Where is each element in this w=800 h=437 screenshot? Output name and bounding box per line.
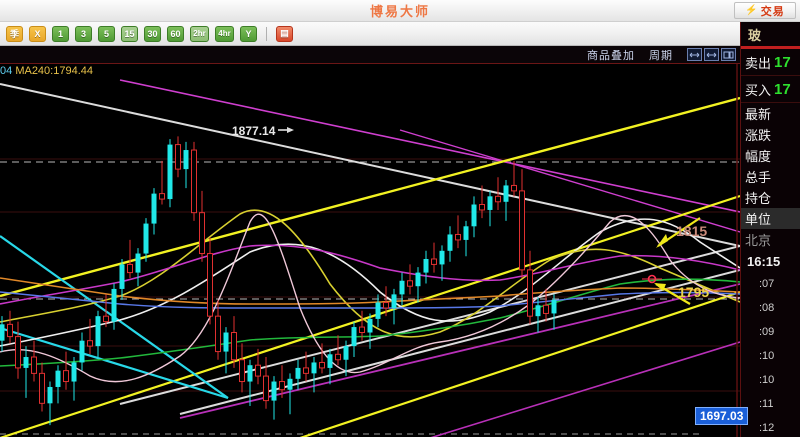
quote-field-label: 总手: [745, 170, 772, 185]
chart-header: 商品叠加 周期: [0, 46, 740, 64]
quote-field-北京[interactable]: 北京: [741, 229, 800, 250]
quote-field-最新[interactable]: 最新: [741, 103, 800, 124]
dashed-level-line: [0, 161, 740, 300]
quote-price-rows: 卖出 17 买入 17: [741, 49, 800, 103]
trade-button[interactable]: ⚡ 交易: [734, 2, 796, 19]
quote-row-label: 买入: [745, 82, 772, 98]
annotation-high-price: 1877.14: [232, 124, 276, 138]
restore-icon[interactable]: [687, 48, 702, 61]
quote-row-sell[interactable]: 卖出 17: [741, 49, 800, 76]
period-toolbar: 季 X 1 3 5 15 30 60 2hr 4hr Y ▤: [0, 22, 800, 46]
axis-price-tag: 1697.03: [695, 407, 749, 425]
annotation-arrow-1815: [656, 217, 701, 248]
quote-row-buy[interactable]: 买入 17: [741, 76, 800, 103]
quote-tick-list: :07 :08 :09 :10 :10 :11 :12: [741, 272, 800, 437]
quote-field-label: 单位: [745, 212, 772, 227]
current-price-marker: [642, 274, 662, 284]
period-cross[interactable]: X: [29, 25, 46, 42]
quote-field-label: 幅度: [745, 149, 772, 164]
quote-field-总手[interactable]: 总手: [741, 166, 800, 187]
chart-window: 商品叠加 周期 04 MA240:1794.44 1877.14 1815 17…: [0, 46, 740, 437]
window-buttons: [687, 48, 736, 61]
quote-field-幅度[interactable]: 幅度: [741, 145, 800, 166]
ma240-label: MA240:1794.44: [15, 65, 93, 77]
annotation-arrow-high: [278, 127, 294, 133]
annotation-resistance: 1815: [676, 223, 708, 239]
quote-tick: :12: [759, 422, 775, 434]
toolbar-separator: [266, 26, 267, 41]
bolt-icon: ⚡: [745, 4, 758, 16]
quote-tick: :08: [759, 302, 775, 314]
price-chart[interactable]: [0, 46, 740, 437]
period-30m[interactable]: 30: [144, 25, 161, 42]
quote-tick: :10: [759, 374, 775, 386]
quote-tick: :07: [759, 278, 775, 290]
quote-field-label: 最新: [745, 107, 772, 122]
quote-instrument-title: 玻: [748, 27, 762, 43]
period-quarter[interactable]: 季: [6, 25, 23, 42]
quote-tick: :10: [759, 350, 775, 362]
period-60m[interactable]: 60: [167, 25, 184, 42]
indicator-prefix: 04: [0, 65, 13, 77]
quote-field-list: 最新涨跌幅度总手持仓单位北京: [741, 103, 800, 250]
maximize-icon[interactable]: [721, 48, 736, 61]
app-title: 博易大师: [369, 4, 430, 19]
minimize-icon[interactable]: [704, 48, 719, 61]
commodity-overlay-link[interactable]: 商品叠加: [587, 49, 635, 62]
annotation-arrow-1795: [654, 283, 691, 305]
period-link[interactable]: 周期: [649, 49, 673, 62]
quote-row-value: 17: [774, 53, 791, 71]
quote-field-label: 涨跌: [745, 128, 772, 143]
quote-field-单位[interactable]: 单位: [741, 208, 800, 229]
quote-field-涨跌[interactable]: 涨跌: [741, 124, 800, 145]
quote-tick: :11: [759, 398, 774, 410]
annotation-support: 1795: [678, 284, 710, 300]
quote-divider: [741, 46, 800, 49]
quote-tick: :09: [759, 326, 775, 338]
trade-button-label: 交易: [760, 5, 785, 18]
period-5m[interactable]: 5: [98, 25, 115, 42]
period-2hr[interactable]: 2hr: [190, 25, 209, 42]
quote-row-label: 卖出: [745, 55, 772, 71]
quote-field-label: 北京: [745, 233, 772, 248]
title-bar: 博易大师 ⚡ 交易: [0, 0, 800, 22]
period-3m[interactable]: 3: [75, 25, 92, 42]
period-15m[interactable]: 15: [121, 25, 138, 42]
period-1m[interactable]: 1: [52, 25, 69, 42]
quote-row-value: 17: [774, 80, 791, 98]
quote-field-label: 持仓: [745, 191, 772, 206]
candlestick-series: [0, 136, 557, 426]
quote-field-持仓[interactable]: 持仓: [741, 187, 800, 208]
period-year[interactable]: Y: [240, 25, 257, 42]
period-4hr[interactable]: 4hr: [215, 25, 234, 42]
quote-time: 16:15: [747, 253, 781, 269]
quote-panel: 玻 卖出 17 买入 17 最新 涨跌 幅度 总手 持仓 单位 北京 16:15 :07:08:0…: [740, 22, 800, 437]
indicator-readout: 04 MA240:1794.44: [0, 65, 93, 77]
chart-mode-button[interactable]: ▤: [276, 25, 293, 42]
